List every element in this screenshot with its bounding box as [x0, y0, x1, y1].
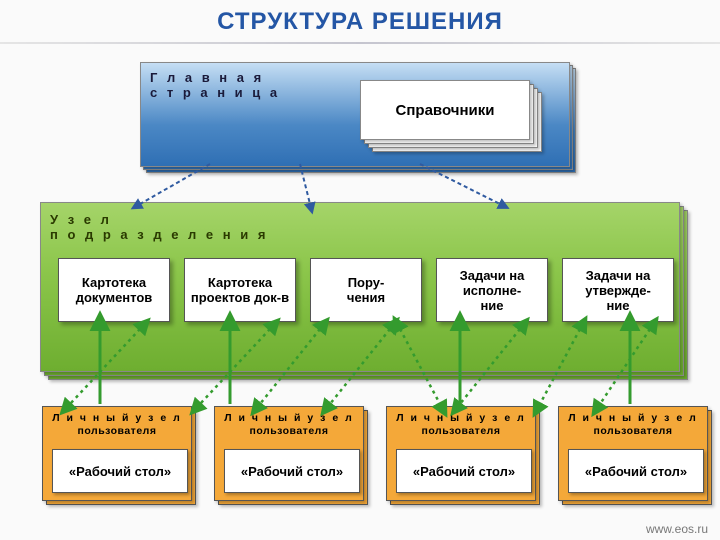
desktop-label: «Рабочий стол» [52, 449, 188, 493]
page-title: СТРУКТУРА РЕШЕНИЯ [0, 0, 720, 42]
user-node-title: Л и ч н ы й у з е лпользователя [390, 412, 532, 437]
user-node-title: Л и ч н ы й у з е лпользователя [218, 412, 360, 437]
box-exec-tasks: Задачи на исполне- ние [436, 258, 548, 322]
footer-url: www.eos.ru [646, 522, 708, 536]
department-node-label: У з е л п о д р а з д е л е н и я [50, 212, 268, 242]
box-documents: Картотека документов [58, 258, 170, 322]
box-orders: Пору- чения [310, 258, 422, 322]
user-node-4: Л и ч н ы й у з е лпользователя «Рабочий… [558, 406, 708, 501]
references-label: Справочники [360, 80, 530, 140]
references-block: Справочники [360, 80, 530, 140]
user-node-1: Л и ч н ы й у з е лпользователя «Рабочий… [42, 406, 192, 501]
desktop-label: «Рабочий стол» [568, 449, 704, 493]
desktop-label: «Рабочий стол» [224, 449, 360, 493]
user-node-3: Л и ч н ы й у з е лпользователя «Рабочий… [386, 406, 536, 501]
box-approve-tasks: Задачи на утвержде- ние [562, 258, 674, 322]
user-node-2: Л и ч н ы й у з е лпользователя «Рабочий… [214, 406, 364, 501]
box-drafts: Картотека проектов док-в [184, 258, 296, 322]
main-page-label: Г л а в н а я с т р а н и ц а [150, 70, 280, 100]
diagram-stage: Г л а в н а я с т р а н и ц а Справочник… [0, 44, 720, 514]
desktop-label: «Рабочий стол» [396, 449, 532, 493]
user-node-title: Л и ч н ы й у з е лпользователя [46, 412, 188, 437]
user-node-title: Л и ч н ы й у з е лпользователя [562, 412, 704, 437]
